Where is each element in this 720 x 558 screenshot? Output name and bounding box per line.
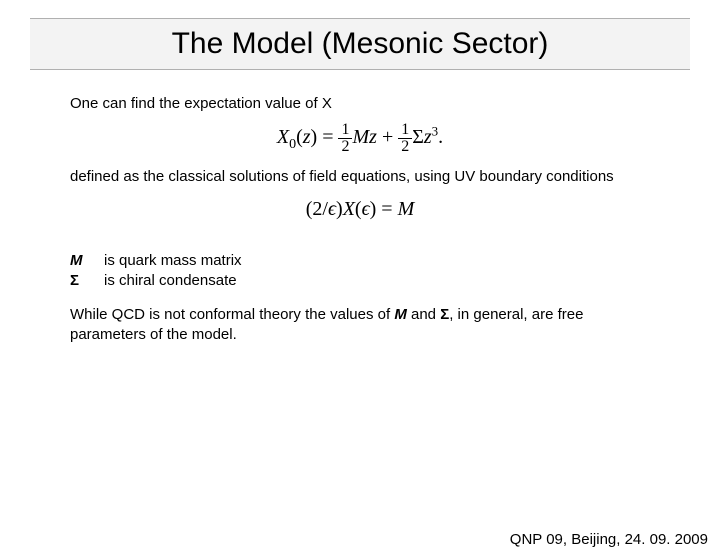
para3-pre: While QCD is not conformal theory the va… xyxy=(70,306,394,323)
def-symbol-sigma: Σ xyxy=(70,271,90,291)
def-text-sigma: is chiral condensate xyxy=(104,271,237,291)
slide-body: One can find the expectation value of X … xyxy=(0,70,720,346)
para-defined: defined as the classical solutions of fi… xyxy=(70,167,650,187)
def-text-m: is quark mass matrix xyxy=(104,251,242,271)
symbol-definitions: M is quark mass matrix Σ is chiral conde… xyxy=(70,251,650,292)
formula-x0: X0(z) = 12Mz + 12Σz3. xyxy=(70,122,650,155)
para3-m: M xyxy=(394,306,407,323)
para3-mid: and xyxy=(407,306,440,323)
def-row-m: M is quark mass matrix xyxy=(70,251,650,271)
formula-boundary: (2/ϵ)X(ϵ) = M xyxy=(70,196,650,223)
para-intro: One can find the expectation value of X xyxy=(70,94,650,114)
title-bar: The Model (Mesonic Sector) xyxy=(30,18,690,70)
def-symbol-m: M xyxy=(70,251,90,271)
para-conclusion: While QCD is not conformal theory the va… xyxy=(70,305,650,346)
para3-sigma: Σ xyxy=(440,306,449,323)
slide-title: The Model (Mesonic Sector) xyxy=(30,27,690,61)
def-row-sigma: Σ is chiral condensate xyxy=(70,271,650,291)
